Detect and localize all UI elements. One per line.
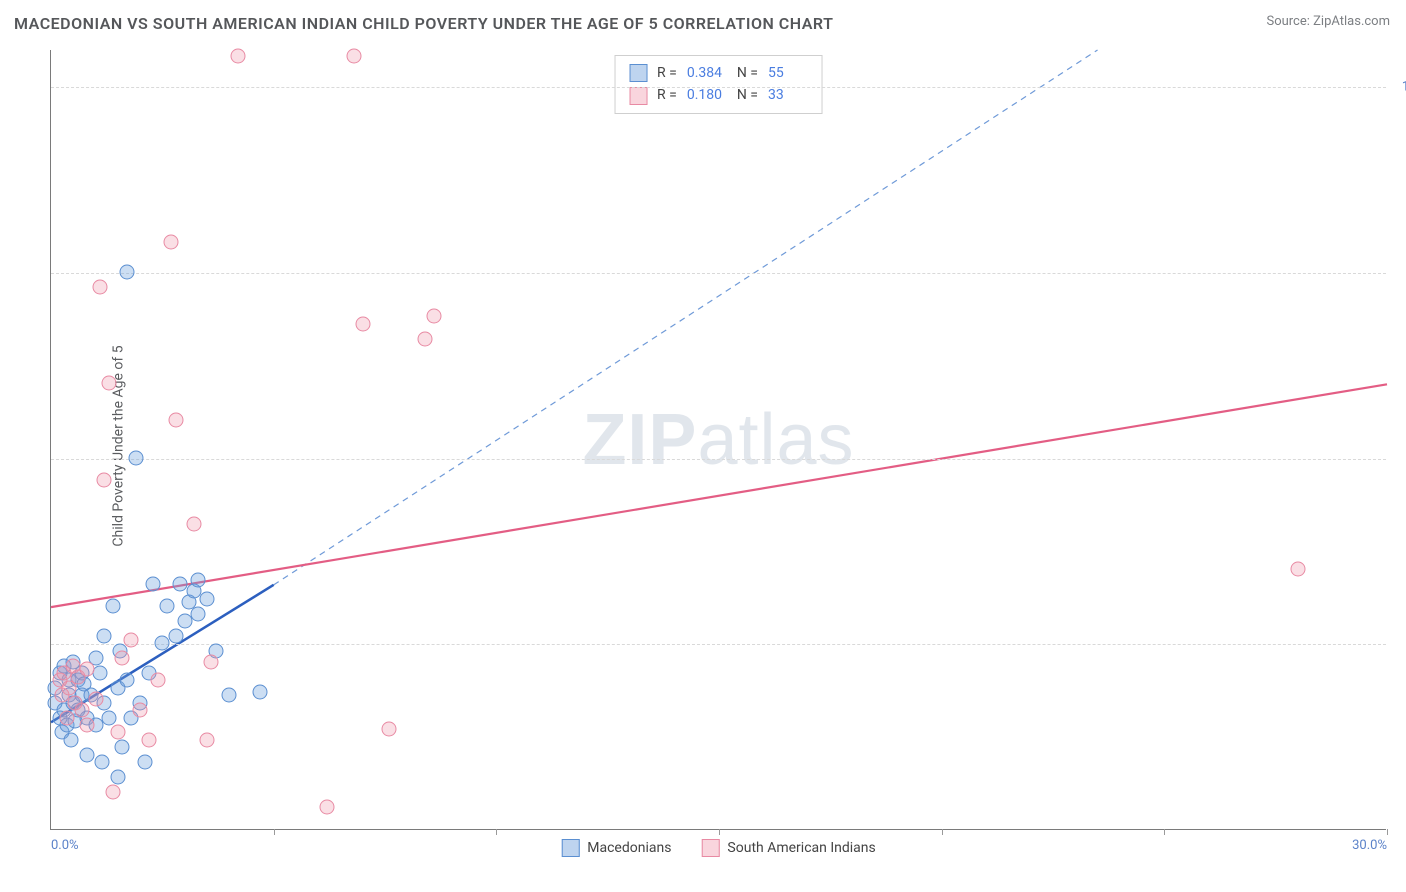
data-point: [382, 721, 397, 736]
x-tick: [496, 829, 497, 835]
gridline: [51, 273, 1386, 274]
data-point: [79, 747, 94, 762]
chart-title: MACEDONIAN VS SOUTH AMERICAN INDIAN CHIL…: [14, 14, 833, 33]
data-point: [231, 49, 246, 64]
gridline: [51, 644, 1386, 645]
data-point: [320, 799, 335, 814]
data-point: [199, 732, 214, 747]
data-point: [119, 673, 134, 688]
stats-row-macedonians: R = 0.384 N = 55: [629, 62, 808, 84]
y-tick-label: 100.0%: [1394, 80, 1406, 95]
swatch-blue-icon: [561, 839, 579, 857]
data-point: [106, 784, 121, 799]
data-point: [204, 654, 219, 669]
data-point: [128, 450, 143, 465]
data-point: [133, 703, 148, 718]
data-point: [124, 632, 139, 647]
data-point: [59, 710, 74, 725]
data-point: [64, 732, 79, 747]
data-point: [137, 755, 152, 770]
data-point: [159, 599, 174, 614]
data-point: [146, 576, 161, 591]
source-attribution: Source: ZipAtlas.com: [1266, 14, 1390, 29]
data-point: [164, 235, 179, 250]
y-tick-label: 75.0%: [1394, 265, 1406, 280]
data-point: [115, 740, 130, 755]
x-tick: [1387, 829, 1388, 835]
data-point: [101, 710, 116, 725]
x-tick: [719, 829, 720, 835]
data-point: [97, 628, 112, 643]
legend-item-macedonians: Macedonians: [561, 839, 671, 857]
data-point: [79, 718, 94, 733]
data-point: [141, 732, 156, 747]
y-tick-label: 50.0%: [1394, 451, 1406, 466]
correlation-stats-box: R = 0.384 N = 55 R = 0.180 N = 33: [614, 55, 823, 114]
data-point: [119, 264, 134, 279]
data-point: [92, 279, 107, 294]
trend-lines: [51, 50, 1386, 829]
gridline: [51, 459, 1386, 460]
swatch-pink-icon: [629, 87, 647, 105]
data-point: [426, 309, 441, 324]
data-point: [199, 591, 214, 606]
data-point: [150, 673, 165, 688]
data-point: [346, 49, 361, 64]
y-tick-label: 25.0%: [1394, 637, 1406, 652]
data-point: [168, 413, 183, 428]
watermark: ZIPatlas: [582, 399, 854, 481]
data-point: [190, 606, 205, 621]
x-tick: [942, 829, 943, 835]
data-point: [92, 666, 107, 681]
data-point: [418, 331, 433, 346]
x-tick: [274, 829, 275, 835]
data-point: [95, 755, 110, 770]
data-point: [186, 517, 201, 532]
data-point: [355, 316, 370, 331]
data-point: [253, 684, 268, 699]
data-point: [101, 376, 116, 391]
data-point: [168, 628, 183, 643]
x-tick-label: 30.0%: [1352, 838, 1387, 853]
scatter-plot: ZIPatlas R = 0.384 N = 55 R = 0.180 N = …: [50, 50, 1386, 830]
data-point: [97, 472, 112, 487]
swatch-pink-icon: [701, 839, 719, 857]
gridline: [51, 87, 1386, 88]
data-point: [79, 662, 94, 677]
data-point: [1290, 562, 1305, 577]
x-tick-label: 0.0%: [51, 838, 79, 853]
data-point: [110, 770, 125, 785]
data-point: [88, 692, 103, 707]
data-point: [222, 688, 237, 703]
legend-item-south-american: South American Indians: [701, 839, 875, 857]
data-point: [106, 599, 121, 614]
data-point: [115, 651, 130, 666]
swatch-blue-icon: [629, 64, 647, 82]
series-legend: Macedonians South American Indians: [561, 839, 876, 857]
data-point: [75, 703, 90, 718]
data-point: [190, 573, 205, 588]
data-point: [110, 725, 125, 740]
x-tick: [1164, 829, 1165, 835]
